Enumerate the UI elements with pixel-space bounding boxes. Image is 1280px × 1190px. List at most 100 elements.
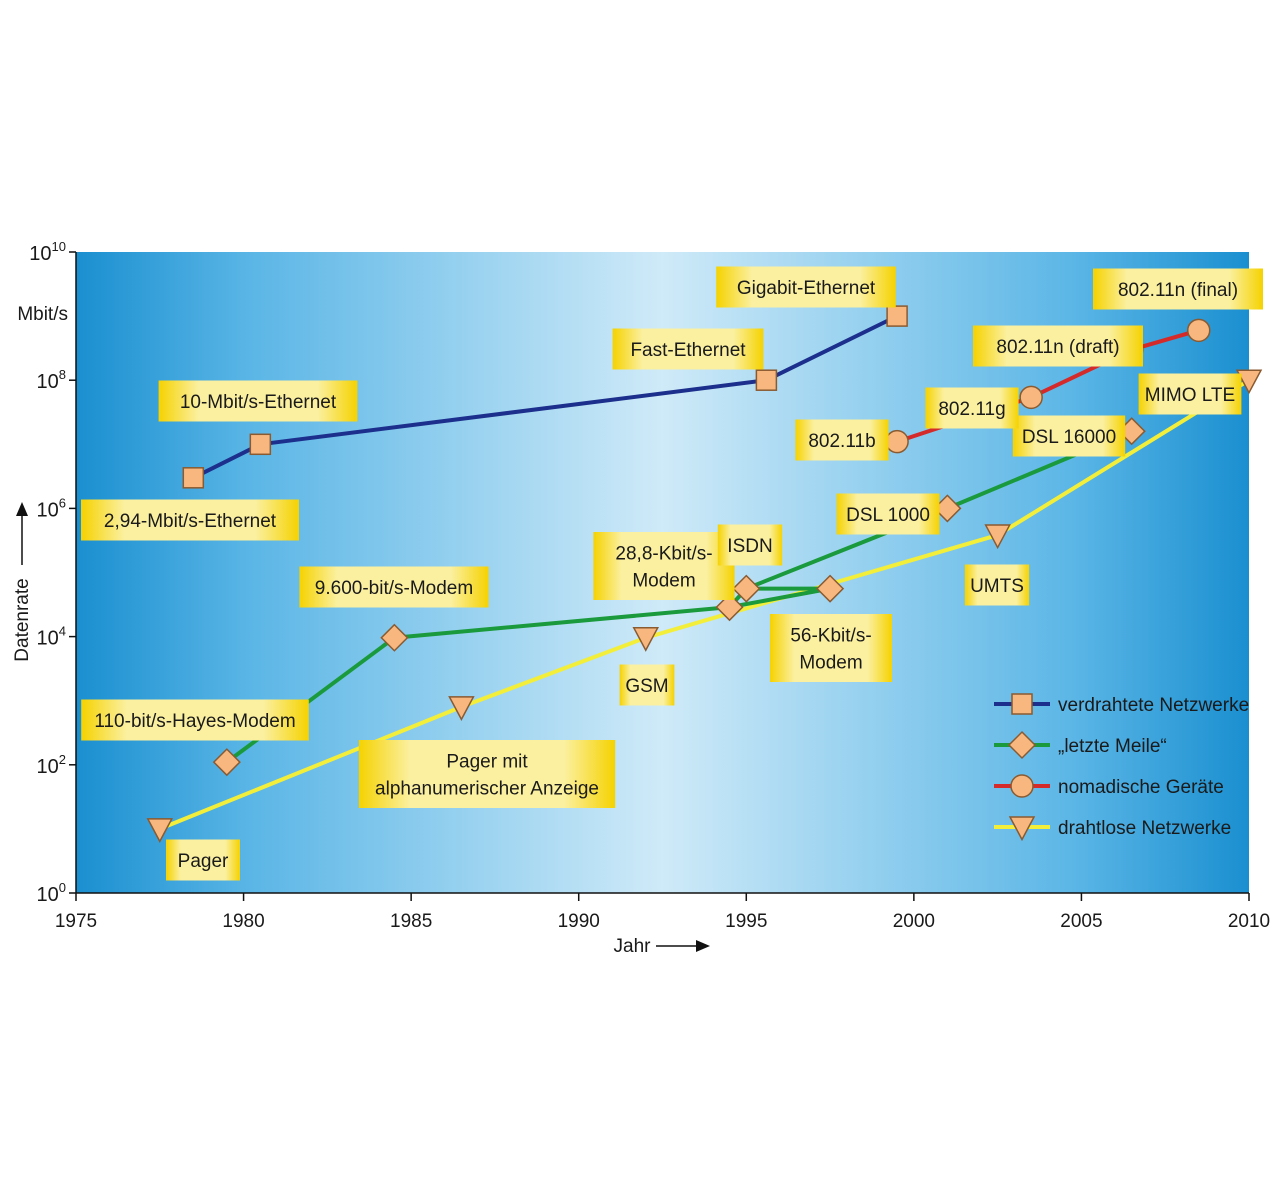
annotation-box bbox=[964, 564, 1030, 606]
legend-marker bbox=[1008, 816, 1036, 842]
annotation-box bbox=[81, 699, 309, 741]
x-tick-label: 1975 bbox=[55, 911, 97, 932]
x-tick-label: 1990 bbox=[558, 911, 600, 932]
marker-s1-p4 bbox=[732, 574, 761, 603]
annotation-text: DSL 1000 bbox=[846, 505, 930, 526]
axes: 1975 1980 1985 1990 1995 2000 2005 2010 100 102 10… bbox=[12, 239, 1270, 957]
annotation-17: GSM bbox=[619, 664, 675, 706]
annotation-14: 802.11n (final) bbox=[1093, 268, 1263, 310]
annotation-box bbox=[1012, 415, 1126, 457]
annotation-13: 802.11n (draft) bbox=[973, 325, 1143, 367]
marker-s0-p2 bbox=[755, 369, 778, 391]
annotation-15: Pager bbox=[166, 839, 240, 881]
y-tick-label: 106 bbox=[37, 495, 66, 521]
annotation-text: alphanumerischer Anzeige bbox=[375, 779, 599, 800]
marker-s3-p2 bbox=[632, 626, 659, 652]
annotation-text: 110-bit/s-Hayes-Modem bbox=[94, 711, 295, 732]
y-tick-label: 1010 bbox=[29, 239, 66, 265]
legend-label: „letzte Meile“ bbox=[1058, 736, 1167, 757]
annotation-text: DSL 16000 bbox=[1022, 427, 1116, 448]
y-tick-label: 100 bbox=[37, 880, 66, 906]
annotation-19: MIMO LTE bbox=[1138, 373, 1242, 415]
legend-label: nomadische Geräte bbox=[1058, 777, 1224, 798]
x-tick-label: 2005 bbox=[1060, 911, 1102, 932]
annotation-text: 802.11g bbox=[938, 399, 1005, 420]
annotation-text: Modem bbox=[632, 571, 695, 592]
annotation-box bbox=[81, 499, 299, 541]
annotations: 2,94-Mbit/s-Ethernet 10-Mbit/s-Ethernet Fa… bbox=[81, 266, 1263, 881]
legend-item-0: verdrahtete Netzwerke bbox=[994, 693, 1249, 716]
annotation-text: Pager mit bbox=[446, 752, 528, 773]
annotation-18: UMTS bbox=[964, 564, 1030, 606]
annotation-8: 56-Kbit/s- Modem bbox=[770, 614, 892, 682]
x-axis-arrowhead bbox=[696, 940, 710, 952]
y-axis-arrowhead bbox=[16, 502, 28, 516]
annotation-box bbox=[925, 387, 1019, 429]
legend-marker bbox=[1011, 693, 1033, 715]
annotation-box bbox=[770, 614, 892, 682]
x-tick-label: 2000 bbox=[893, 911, 935, 932]
annotation-box bbox=[358, 740, 616, 808]
annotation-text: GSM bbox=[625, 676, 668, 697]
annotation-4: 110-bit/s-Hayes-Modem bbox=[81, 699, 309, 741]
marker-s1-p0 bbox=[212, 748, 241, 777]
annotation-text: 9.600-bit/s-Modem bbox=[315, 578, 473, 599]
x-tick-label: 1985 bbox=[390, 911, 432, 932]
annotation-9: DSL 1000 bbox=[836, 493, 940, 535]
annotation-0: 2,94-Mbit/s-Ethernet bbox=[81, 499, 299, 541]
annotation-box bbox=[973, 325, 1143, 367]
marker-s1-p2 bbox=[715, 593, 744, 622]
marker-s2-p0 bbox=[885, 429, 909, 454]
marker-s3-p3 bbox=[984, 524, 1011, 550]
annotation-box bbox=[716, 266, 896, 308]
annotation-text: 28,8-Kbit/s- bbox=[615, 544, 712, 565]
marker-s1-p3 bbox=[816, 574, 845, 603]
annotation-10: DSL 16000 bbox=[1012, 415, 1126, 457]
annotation-box bbox=[795, 419, 889, 461]
annotation-text: ISDN bbox=[727, 536, 772, 557]
marker-s0-p0 bbox=[182, 467, 205, 489]
y-axis-title: Datenrate bbox=[12, 578, 33, 661]
x-tick-label: 1980 bbox=[222, 911, 264, 932]
annotation-text: 802.11n (final) bbox=[1118, 280, 1238, 301]
legend-label: verdrahtete Netzwerke bbox=[1058, 695, 1249, 716]
marker-s3-p1 bbox=[448, 696, 475, 722]
annotation-text: UMTS bbox=[970, 576, 1024, 597]
annotation-text: 802.11n (draft) bbox=[996, 337, 1119, 358]
legend-item-1: „letzte Meile“ bbox=[994, 730, 1167, 760]
annotation-text: 56-Kbit/s- bbox=[790, 626, 871, 647]
annotation-text: MIMO LTE bbox=[1145, 385, 1235, 406]
annotation-box bbox=[166, 839, 240, 881]
annotation-2: Fast-Ethernet bbox=[612, 328, 764, 370]
annotation-7: ISDN bbox=[717, 524, 783, 566]
annotation-box bbox=[836, 493, 940, 535]
annotation-box bbox=[612, 328, 764, 370]
annotation-3: Gigabit-Ethernet bbox=[716, 266, 896, 308]
annotation-text: Modem bbox=[799, 653, 862, 674]
annotation-text: Pager bbox=[178, 851, 229, 872]
y-tick-label: 104 bbox=[37, 624, 66, 650]
x-tick-label: 2010 bbox=[1228, 911, 1270, 932]
marker-s2-p3 bbox=[1186, 318, 1211, 343]
annotation-box bbox=[299, 566, 489, 608]
annotation-6: 28,8-Kbit/s- Modem bbox=[593, 532, 735, 600]
y-tick-label: 108 bbox=[37, 367, 66, 393]
annotation-5: 9.600-bit/s-Modem bbox=[299, 566, 489, 608]
x-axis-title: Jahr bbox=[614, 936, 652, 957]
annotation-text: 10-Mbit/s-Ethernet bbox=[180, 392, 337, 413]
y-unit-label: Mbit/s bbox=[17, 304, 68, 325]
x-tick-label: 1995 bbox=[725, 911, 767, 932]
annotation-text: 802.11b bbox=[808, 431, 875, 452]
marker-s0-p3 bbox=[886, 305, 908, 327]
y-tick-label: 102 bbox=[37, 752, 66, 778]
marker-s3-p4 bbox=[1235, 369, 1263, 395]
legend-marker bbox=[1010, 774, 1034, 798]
series-line-1-1 bbox=[225, 586, 831, 764]
annotation-12: 802.11g bbox=[925, 387, 1019, 429]
marker-s2-p1 bbox=[1019, 385, 1043, 410]
annotation-box bbox=[619, 664, 675, 706]
annotation-box bbox=[593, 532, 735, 600]
annotation-box bbox=[1138, 373, 1242, 415]
annotation-box bbox=[1093, 268, 1263, 310]
